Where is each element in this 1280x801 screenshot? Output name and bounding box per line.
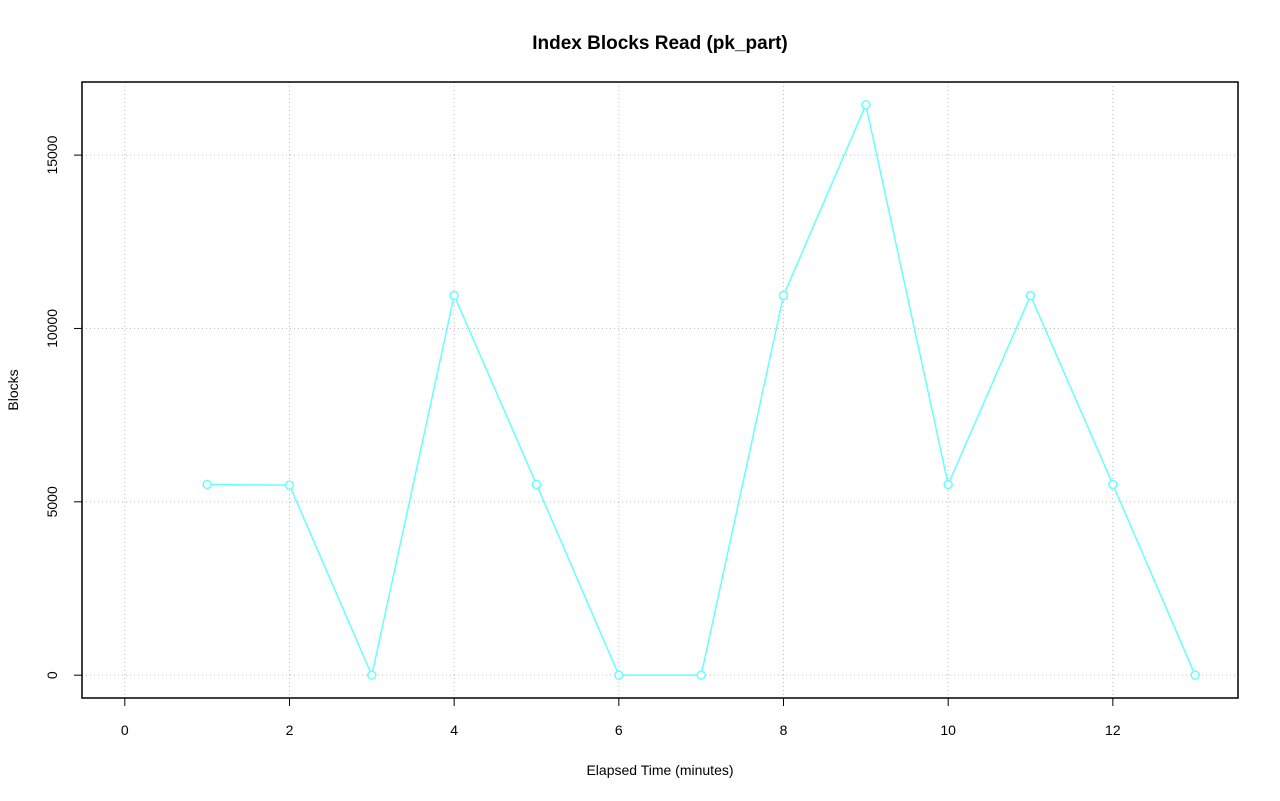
data-point (696, 670, 706, 680)
data-point (284, 480, 295, 490)
data-point (943, 479, 953, 490)
x-tick-label: 4 (450, 722, 458, 738)
x-tick-label: 6 (615, 722, 623, 738)
y-tick-label: 10000 (44, 309, 60, 348)
data-point (1108, 479, 1118, 490)
x-tick-label: 8 (780, 722, 788, 738)
data-point (861, 100, 871, 110)
x-axis-label: Elapsed Time (minutes) (586, 762, 733, 778)
data-point (202, 479, 212, 490)
data-point (614, 670, 624, 680)
data-point (1025, 290, 1036, 301)
x-tick-label: 0 (121, 722, 129, 738)
y-tick-label: 15000 (44, 135, 60, 174)
y-axis-label: Blocks (5, 369, 21, 410)
plot-area: 0 2 4 6 8 10 12 0 5000 10000 15000 (44, 82, 1238, 738)
chart-title: Index Blocks Read (pk_part) (532, 33, 788, 54)
data-point (531, 479, 542, 490)
y-tick-label: 0 (44, 671, 60, 679)
data-point (778, 290, 789, 301)
x-tick-label: 10 (940, 722, 956, 738)
plot-frame (81, 81, 1239, 699)
data-point (449, 290, 459, 301)
x-tick-label: 2 (286, 722, 294, 738)
data-point (367, 670, 377, 680)
data-point (1190, 670, 1200, 680)
x-tick-label: 12 (1105, 722, 1121, 738)
y-tick-label: 5000 (44, 486, 60, 517)
